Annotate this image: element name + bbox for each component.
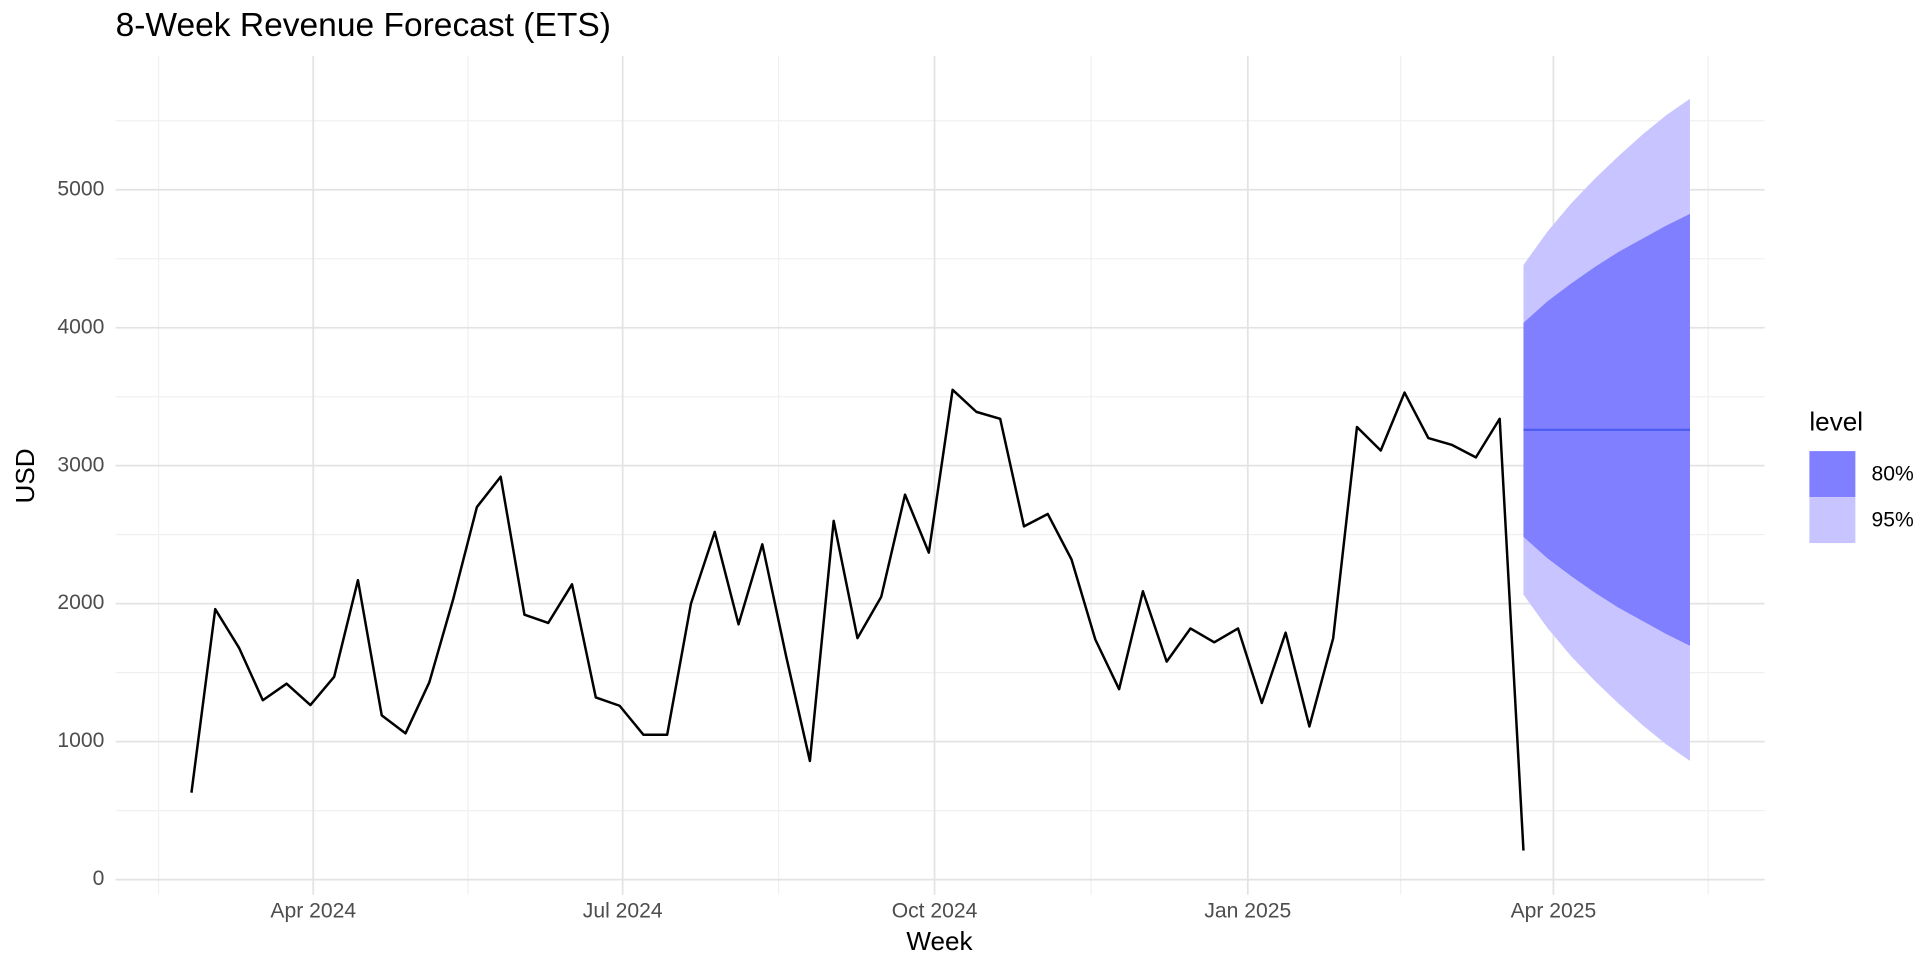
x-tick-label: Jan 2025 <box>1204 900 1291 923</box>
y-tick-label: 4000 <box>57 315 104 338</box>
y-tick-label: 1000 <box>57 729 104 752</box>
plot-area <box>190 98 1690 851</box>
y-axis-title: USD <box>10 448 40 503</box>
x-tick-label: Apr 2024 <box>270 900 356 923</box>
y-tick-label: 5000 <box>57 177 104 200</box>
legend-label: 80% <box>1872 462 1914 485</box>
legend-key <box>1809 451 1856 498</box>
legend-key <box>1809 497 1856 544</box>
x-tick-label: Apr 2025 <box>1511 900 1597 923</box>
y-tick-label: 2000 <box>57 591 104 614</box>
y-tick-label: 0 <box>93 867 105 890</box>
legend: level 80% 95% <box>1809 407 1914 544</box>
x-tick-label: Oct 2024 <box>892 900 978 923</box>
history-line <box>190 388 1525 851</box>
x-tick-label: Jul 2024 <box>583 900 663 923</box>
legend-label: 95% <box>1872 508 1914 531</box>
legend-title: level <box>1809 407 1863 437</box>
grid: 0 1000 2000 3000 4000 5000 Apr 2024 Jul 2024 Oct… <box>57 55 1765 923</box>
y-tick-label: 3000 <box>57 453 104 476</box>
chart-title: 8-Week Revenue Forecast (ETS) <box>116 7 611 44</box>
x-axis-title: Week <box>906 926 973 956</box>
